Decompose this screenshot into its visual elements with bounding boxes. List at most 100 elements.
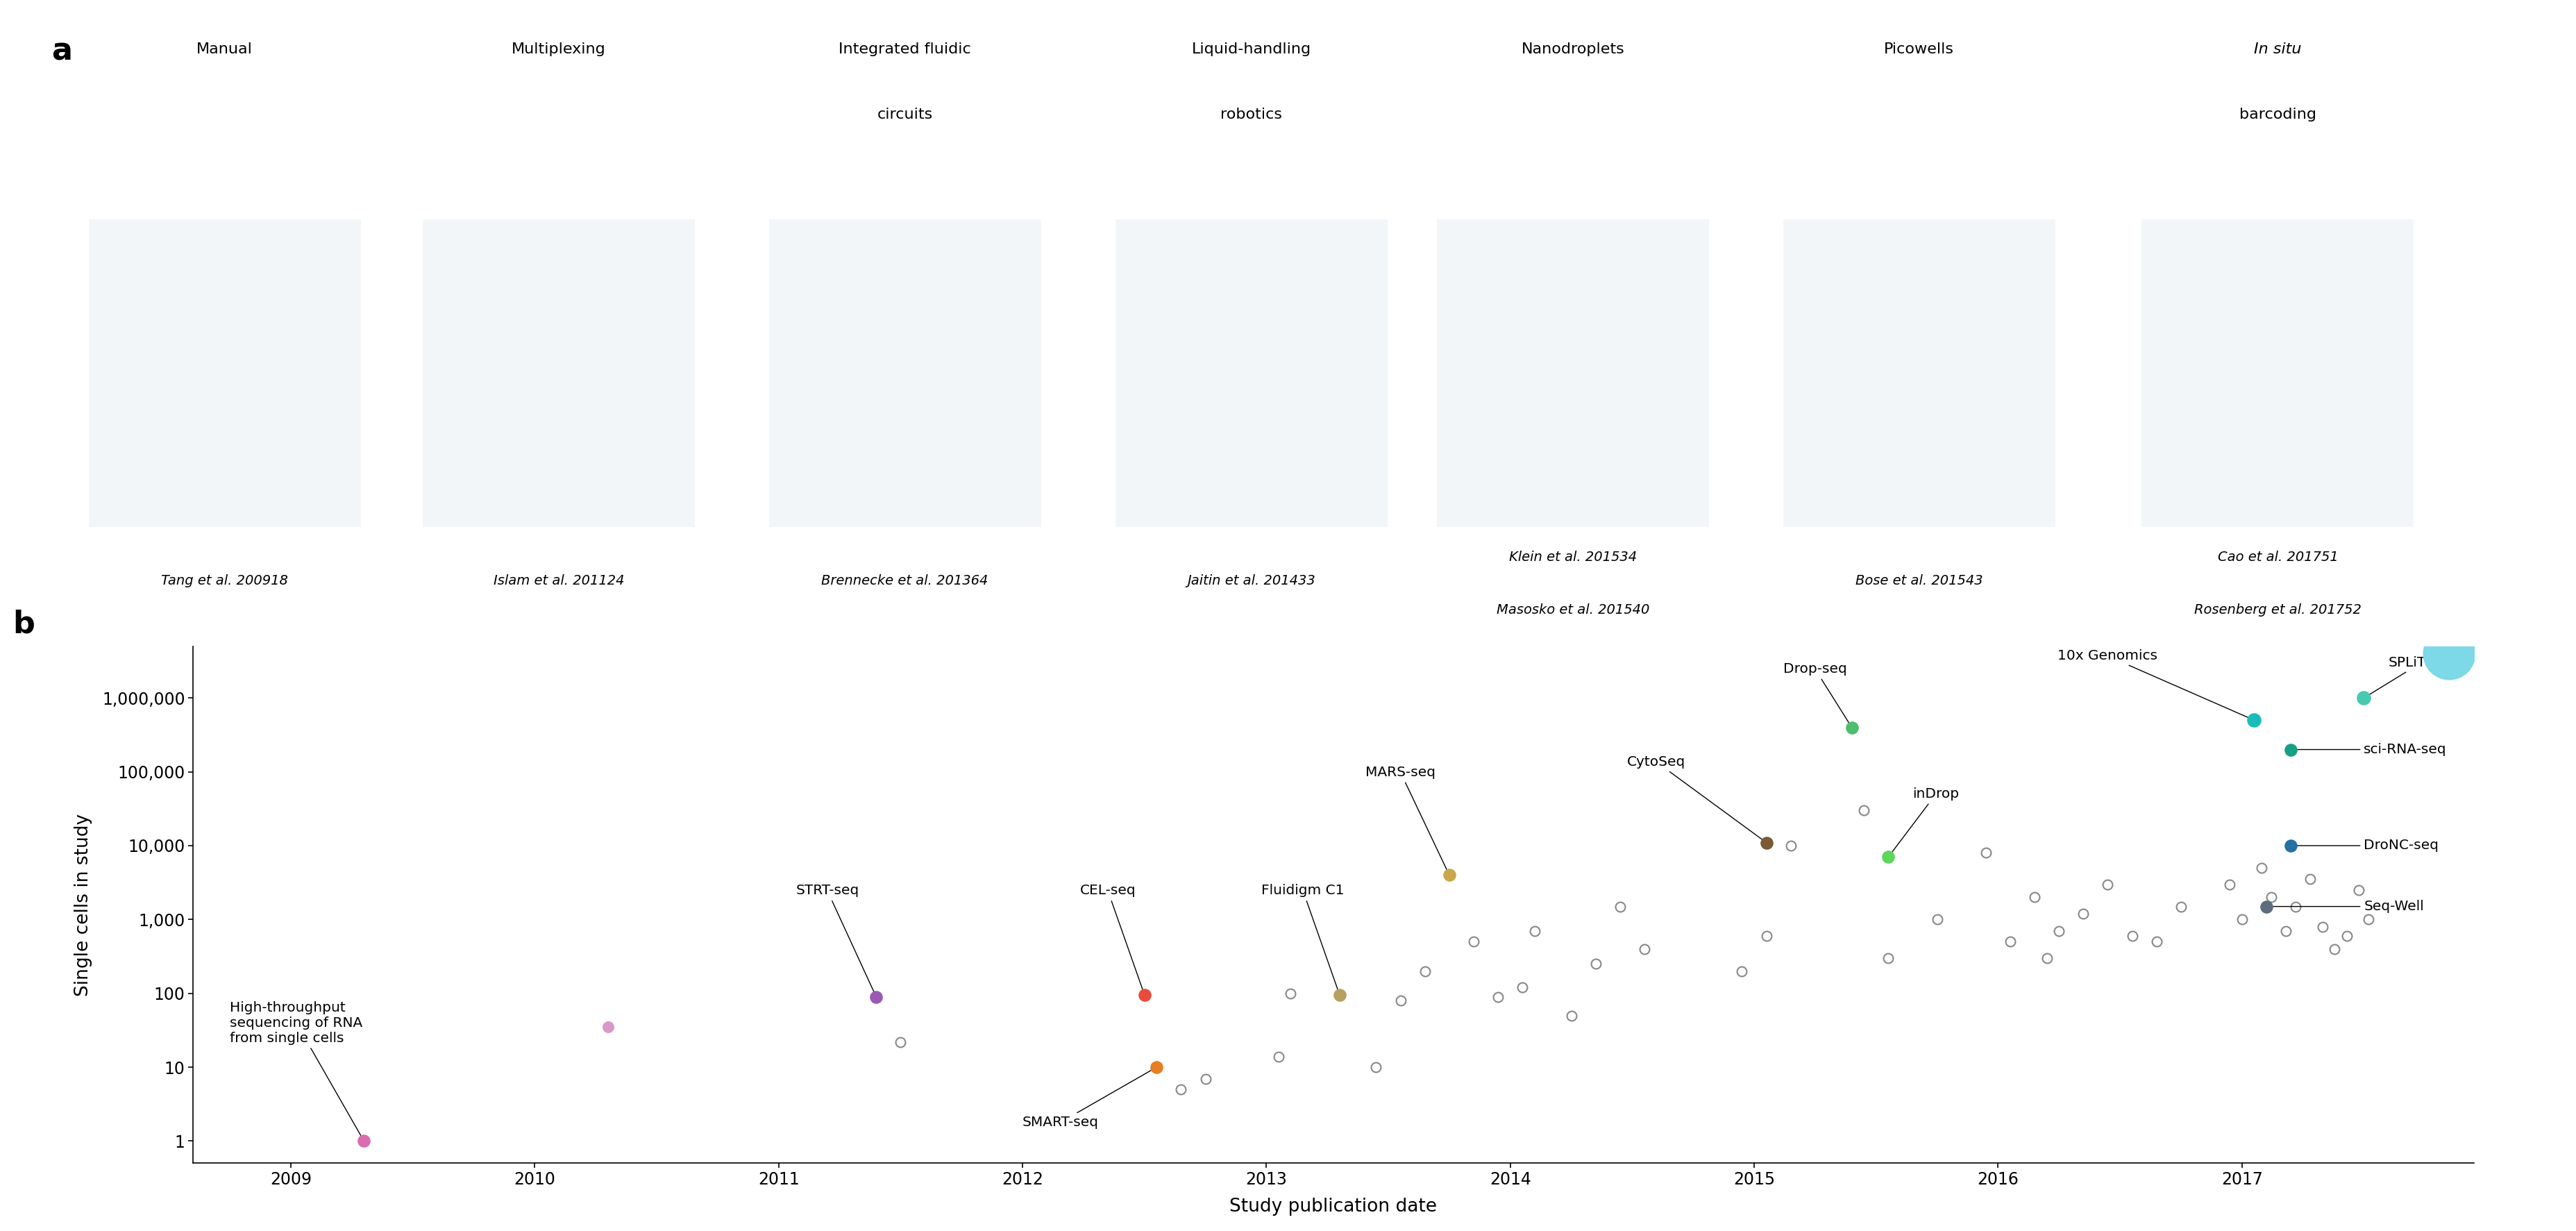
Text: b: b [13, 609, 36, 639]
Point [2290, 869, 2331, 889]
Point [1515, 921, 1556, 940]
Point [2313, 939, 2354, 959]
Text: In situ: In situ [2254, 42, 2300, 57]
Point [1574, 954, 1615, 974]
Text: CytoSeq: CytoSeq [1628, 756, 1765, 842]
Text: Picowells: Picowells [1883, 42, 1953, 57]
Text: Tang et al. 200918: Tang et al. 200918 [162, 574, 289, 587]
X-axis label: Study publication date: Study publication date [1229, 1198, 1437, 1216]
Point [1257, 1046, 1298, 1066]
Text: MARS-seq: MARS-seq [1365, 766, 1448, 873]
Point [2269, 740, 2311, 760]
Bar [768, 219, 1041, 527]
Point [855, 987, 896, 1007]
Text: Fluidigm C1: Fluidigm C1 [1262, 884, 1345, 993]
Text: Rosenberg et al. 201752: Rosenberg et al. 201752 [2195, 603, 2360, 617]
Bar [88, 219, 361, 527]
Text: a: a [52, 37, 72, 66]
Point [1453, 932, 1494, 952]
Text: Seq-Well: Seq-Well [2267, 900, 2424, 913]
Bar [422, 219, 696, 527]
Point [1989, 932, 2030, 952]
Point [2246, 896, 2287, 916]
Text: Multiplexing: Multiplexing [513, 42, 605, 57]
Text: Nanodroplets: Nanodroplets [1520, 42, 1623, 57]
Point [2269, 836, 2311, 856]
Point [1159, 1080, 1200, 1099]
Text: Masosko et al. 201540: Masosko et al. 201540 [1497, 603, 1649, 617]
Point [1623, 939, 1664, 959]
Point [2208, 874, 2249, 894]
Text: SMART-seq: SMART-seq [1023, 1069, 1154, 1129]
Point [2063, 904, 2105, 923]
Point [2241, 858, 2282, 878]
Text: Integrated fluidic: Integrated fluidic [840, 42, 971, 57]
Point [1136, 1057, 1177, 1077]
Text: CEL-seq: CEL-seq [1079, 884, 1144, 993]
Point [1917, 910, 1958, 929]
Y-axis label: Single cells in study: Single cells in study [75, 814, 93, 996]
Bar [1437, 219, 1708, 527]
Text: robotics: robotics [1221, 107, 1283, 121]
Point [2159, 896, 2200, 916]
Point [2264, 921, 2306, 940]
Text: Drop-seq: Drop-seq [1783, 662, 1850, 725]
Point [2300, 917, 2342, 937]
Point [1185, 1069, 1226, 1088]
Point [1404, 961, 1445, 981]
Point [2233, 710, 2275, 730]
Point [2110, 926, 2151, 945]
Point [1319, 985, 1360, 1004]
Point [2342, 688, 2383, 708]
Text: Bose et al. 201543: Bose et al. 201543 [1855, 574, 1984, 587]
Point [2136, 932, 2177, 952]
Point [2038, 921, 2079, 940]
Point [1600, 896, 1641, 916]
Text: Liquid-handling: Liquid-handling [1190, 42, 1311, 57]
Point [1868, 948, 1909, 968]
Point [1381, 991, 1422, 1011]
Point [1721, 961, 1762, 981]
Point [1355, 1057, 1396, 1077]
Point [2025, 948, 2066, 968]
Point [2221, 910, 2262, 929]
Point [1747, 832, 1788, 852]
Point [2249, 888, 2290, 907]
Text: Jaitin et al. 201433: Jaitin et al. 201433 [1188, 574, 1314, 587]
Text: Cao et al. 201751: Cao et al. 201751 [2218, 550, 2336, 564]
Bar [2141, 219, 2414, 527]
Bar [1115, 219, 1386, 527]
Point [2014, 888, 2056, 907]
Point [1965, 843, 2007, 863]
Point [2429, 644, 2470, 664]
Point [1770, 836, 1811, 856]
Text: Klein et al. 201534: Klein et al. 201534 [1510, 550, 1636, 564]
Text: 10x Genomics: 10x Genomics [2058, 650, 2251, 719]
Text: DroNC-seq: DroNC-seq [2293, 840, 2439, 852]
Point [1270, 984, 1311, 1003]
Point [1551, 1006, 1592, 1025]
Point [587, 1017, 629, 1037]
Text: Brennecke et al. 201364: Brennecke et al. 201364 [822, 574, 989, 587]
Text: barcoding: barcoding [2239, 107, 2316, 121]
Point [2347, 910, 2388, 929]
Point [1842, 800, 1883, 820]
Text: sci-RNA-seq: sci-RNA-seq [2293, 744, 2447, 756]
Point [1832, 718, 1873, 737]
Point [2087, 874, 2128, 894]
Point [343, 1131, 384, 1151]
Point [1123, 985, 1164, 1004]
Point [2339, 880, 2380, 900]
Text: SPLiT-seq: SPLiT-seq [2365, 656, 2455, 697]
Point [1868, 847, 1909, 867]
Point [1747, 926, 1788, 945]
Point [2326, 926, 2367, 945]
Text: inDrop: inDrop [1888, 788, 1958, 856]
Text: High-throughput
sequencing of RNA
from single cells: High-throughput sequencing of RNA from s… [229, 1001, 363, 1140]
Point [878, 1032, 920, 1051]
Bar [1783, 219, 2056, 527]
Text: STRT-seq: STRT-seq [796, 884, 876, 995]
Text: circuits: circuits [876, 107, 933, 121]
Point [2275, 896, 2316, 916]
Point [1476, 987, 1517, 1007]
